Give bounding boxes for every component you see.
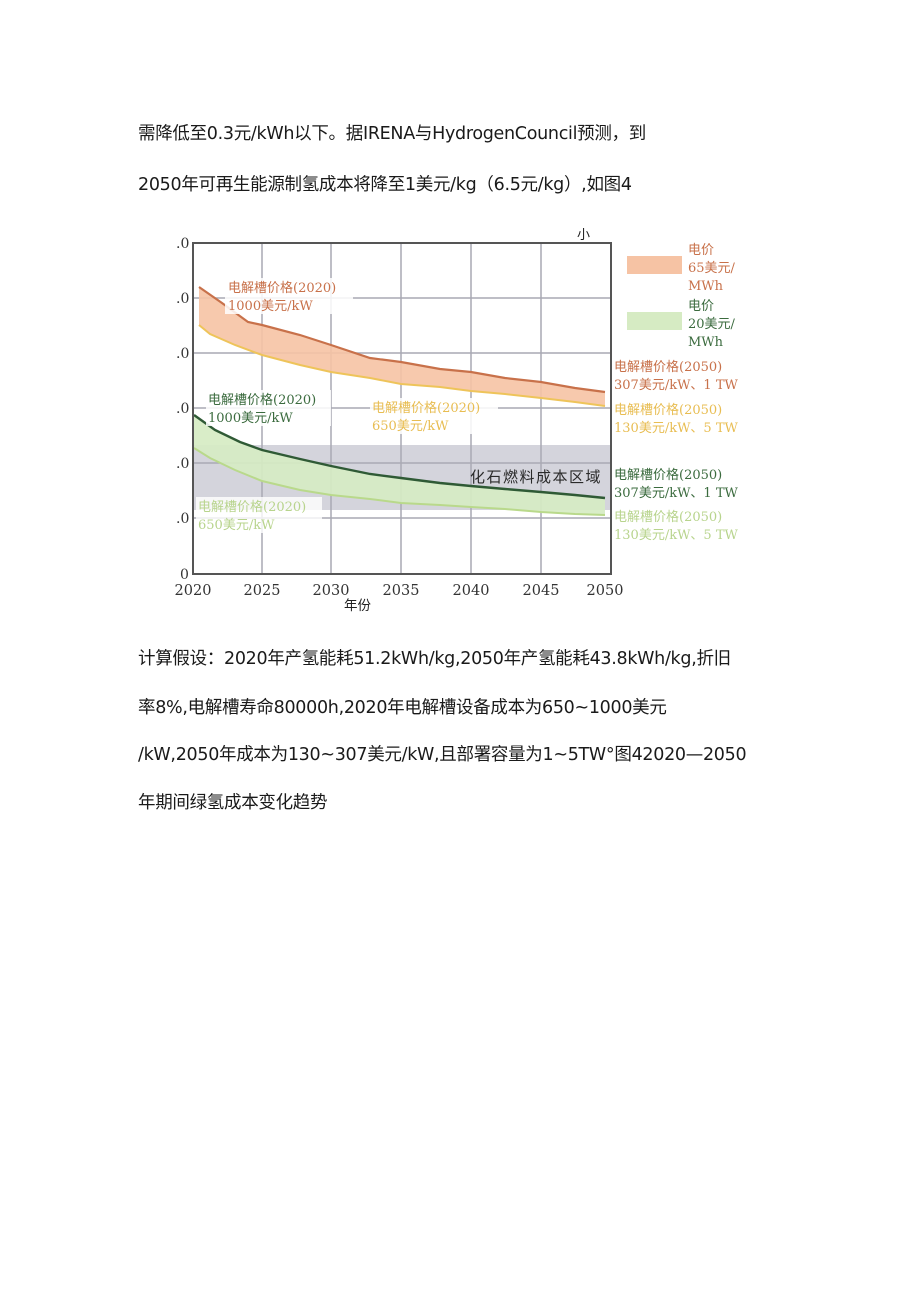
orange-cost-band	[199, 287, 605, 406]
legend-green-l2: 20美元/	[688, 317, 736, 332]
y-tick: 0	[180, 567, 189, 583]
y-tick: .0	[176, 456, 189, 472]
green-upper-line	[193, 414, 606, 500]
annotation-orange-2050-low-l2: 130美元/kW、5 TW	[614, 421, 739, 436]
legend-orange-l2: 65美元/	[688, 261, 736, 276]
y-tick: .0	[176, 236, 189, 252]
x-tick: 2045	[523, 583, 560, 599]
orange-upper-line	[198, 286, 606, 394]
intro-line-2: 2050年可再生能源制氢成本将降至1美元/kg（6.5元/kg）,如图4	[138, 175, 632, 195]
annotation-green-2020-high-l2: 1000美元/kW	[208, 411, 293, 426]
annotation-orange-2020-low-l2: 650美元/kW	[372, 419, 449, 434]
right-annotations: 电解槽价格(2050) 307美元/kW、1 TW 电解槽价格(2050) 13…	[614, 359, 739, 543]
y-axis-ticks: .0 .0 .0 .0 .0 .0 0	[176, 236, 189, 583]
intro-line-1: 需降低至0.3元/kWh以下。据IRENA与HydrogenCouncil预测，…	[138, 124, 646, 144]
x-tick: 2035	[383, 583, 420, 599]
caption-line-3: /kW,2050年成本为130~307美元/kW,且部署容量为1~5TW°图42…	[138, 745, 747, 765]
annotation-green-2020-low-l2: 650美元/kW	[198, 518, 275, 533]
annotation-orange-2050-low-l1: 电解槽价格(2050)	[614, 402, 722, 418]
legend: 电价 65美元/ MWh 电价 20美元/ MWh	[627, 243, 736, 350]
caption-line-2: 率8%,电解槽寿命80000h,2020年电解槽设备成本为650~1000美元	[138, 698, 667, 718]
caption-line-4: 年期间绿氢成本变化趋势	[138, 793, 328, 813]
y-tick: .0	[176, 346, 189, 362]
x-tick: 2040	[453, 583, 490, 599]
hydrogen-cost-chart: .0 .0 .0 .0 .0 .0 0 2020 2025 2030 2035 …	[160, 220, 760, 620]
annotation-orange-2050-high-l1: 电解槽价格(2050)	[614, 359, 722, 375]
annotation-orange-2050-high-l2: 307美元/kW、1 TW	[614, 378, 739, 393]
plot-frame	[192, 242, 612, 575]
annotation-green-2020-high-l1: 电解槽价格(2020)	[208, 392, 316, 408]
annotation-orange-2020-high-l1: 电解槽价格(2020)	[228, 280, 336, 296]
annotation-green-2050-high-l1: 电解槽价格(2050)	[614, 467, 722, 483]
x-tick: 2025	[244, 583, 281, 599]
plot-annotations: 电解槽价格(2020) 1000美元/kW 电解槽价格(2020) 1000美元…	[196, 278, 498, 533]
x-tick: 2020	[175, 583, 212, 599]
annotation-green-2050-high-l2: 307美元/kW、1 TW	[614, 486, 739, 501]
top-fragment-text: 小	[577, 228, 590, 243]
annotation-orange-2020-high-l2: 1000美元/kW	[228, 299, 313, 314]
y-tick: .0	[176, 511, 189, 527]
annotation-green-2050-low-l1: 电解槽价格(2050)	[614, 509, 722, 525]
x-tick: 2030	[313, 583, 350, 599]
legend-swatch-orange	[627, 256, 682, 274]
caption-line-1: 计算假设：2020年产氢能耗51.2kWh/kg,2050年产氢能耗43.8kW…	[138, 649, 731, 669]
x-tick: 2050	[587, 583, 624, 599]
legend-orange-l3: MWh	[688, 279, 724, 294]
green-cost-band	[194, 415, 605, 515]
fossil-region-label: 化石燃料成本区域	[470, 468, 602, 486]
orange-lower-line	[198, 324, 606, 407]
legend-green-l1: 电价	[688, 299, 714, 314]
annotation-green-2020-low-l1: 电解槽价格(2020)	[198, 499, 306, 515]
annotation-orange-2020-low-l1: 电解槽价格(2020)	[372, 400, 480, 416]
legend-swatch-green	[627, 312, 682, 330]
y-tick: .0	[176, 401, 189, 417]
legend-green-l3: MWh	[688, 335, 724, 350]
x-axis-ticks: 2020 2025 2030 2035 2040 2045 2050	[175, 583, 624, 599]
legend-orange-l1: 电价	[688, 243, 714, 258]
x-axis-label: 年份	[344, 598, 371, 614]
y-tick: .0	[176, 291, 189, 307]
green-lower-line	[193, 447, 606, 516]
annotation-green-2050-low-l2: 130美元/kW、5 TW	[614, 528, 739, 543]
